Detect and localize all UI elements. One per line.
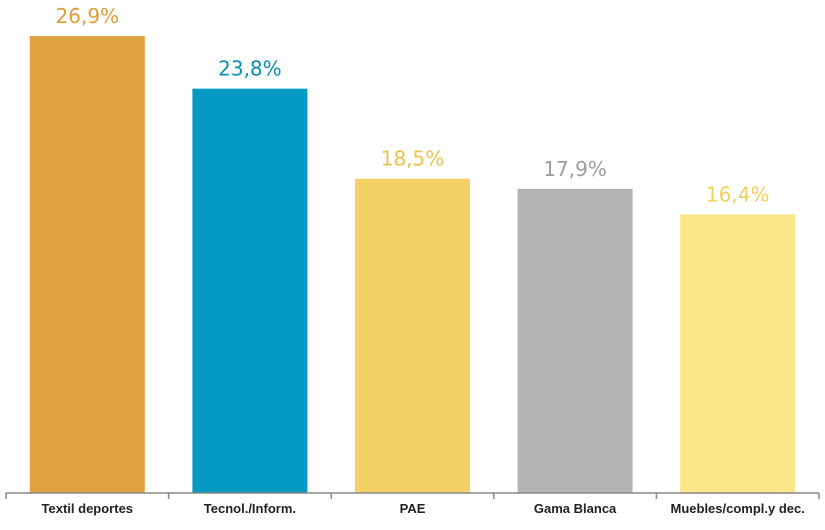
bar [192,88,308,493]
x-tick-label: Muebles/compl.y dec. [671,501,805,516]
bar [517,188,633,493]
value-labels: 26,9% 23,8% 18,5% 17,9% 16,4% [56,4,770,206]
bar [355,178,470,494]
bars [29,36,796,494]
bar [29,36,145,493]
bar-value-label: 23,8% [218,57,282,81]
bar-value-label: 17,9% [543,157,607,181]
bar-value-label: 18,5% [381,147,445,171]
bar-value-label: 16,4% [706,182,770,206]
x-tick-label: Tecnol./Inform. [204,501,296,516]
x-axis-tick-labels: Textil deportes Tecnol./Inform. PAE Gama Bl… [42,501,805,516]
bar [680,214,796,493]
x-tick-label: PAE [400,501,426,516]
bar-value-label: 26,9% [56,4,120,28]
x-tick-label: Textil deportes [42,501,134,516]
x-axis-ticks [5,493,820,499]
x-tick-label: Gama Blanca [534,501,617,516]
